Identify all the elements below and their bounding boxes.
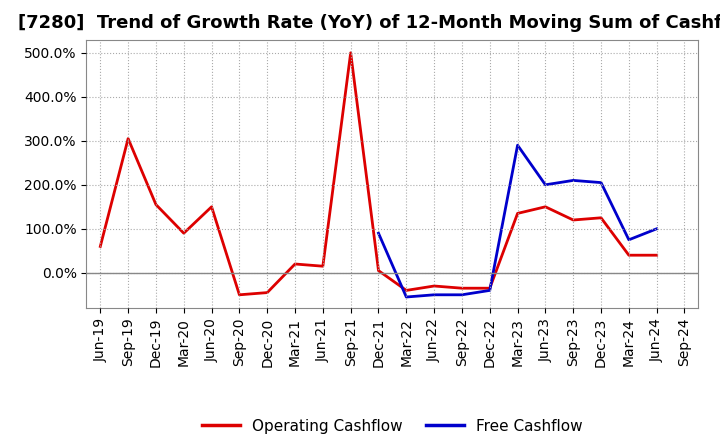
Free Cashflow bbox=[430, 292, 438, 297]
Operating Cashflow bbox=[485, 286, 494, 291]
Free Cashflow bbox=[402, 294, 410, 300]
Operating Cashflow bbox=[96, 244, 104, 249]
Operating Cashflow bbox=[152, 202, 161, 207]
Operating Cashflow bbox=[235, 292, 243, 297]
Free Cashflow bbox=[624, 237, 633, 242]
Operating Cashflow bbox=[569, 217, 577, 223]
Operating Cashflow bbox=[346, 50, 355, 55]
Operating Cashflow bbox=[597, 215, 606, 220]
Operating Cashflow bbox=[402, 288, 410, 293]
Line: Operating Cashflow: Operating Cashflow bbox=[100, 53, 657, 295]
Operating Cashflow bbox=[207, 204, 216, 209]
Operating Cashflow bbox=[430, 283, 438, 289]
Free Cashflow bbox=[458, 292, 467, 297]
Free Cashflow bbox=[569, 178, 577, 183]
Operating Cashflow bbox=[624, 253, 633, 258]
Operating Cashflow bbox=[541, 204, 550, 209]
Operating Cashflow bbox=[124, 136, 132, 141]
Free Cashflow bbox=[374, 231, 383, 236]
Operating Cashflow bbox=[179, 231, 188, 236]
Operating Cashflow bbox=[513, 211, 522, 216]
Free Cashflow bbox=[652, 226, 661, 231]
Operating Cashflow bbox=[263, 290, 271, 295]
Operating Cashflow bbox=[458, 286, 467, 291]
Legend: Operating Cashflow, Free Cashflow: Operating Cashflow, Free Cashflow bbox=[196, 413, 589, 440]
Operating Cashflow bbox=[374, 268, 383, 273]
Operating Cashflow bbox=[652, 253, 661, 258]
Operating Cashflow bbox=[291, 261, 300, 267]
Free Cashflow bbox=[541, 182, 550, 187]
Free Cashflow bbox=[513, 143, 522, 148]
Free Cashflow bbox=[485, 288, 494, 293]
Free Cashflow bbox=[597, 180, 606, 185]
Operating Cashflow bbox=[318, 264, 327, 269]
Line: Free Cashflow: Free Cashflow bbox=[379, 145, 657, 297]
Title: [7280]  Trend of Growth Rate (YoY) of 12-Month Moving Sum of Cashflows: [7280] Trend of Growth Rate (YoY) of 12-… bbox=[17, 15, 720, 33]
